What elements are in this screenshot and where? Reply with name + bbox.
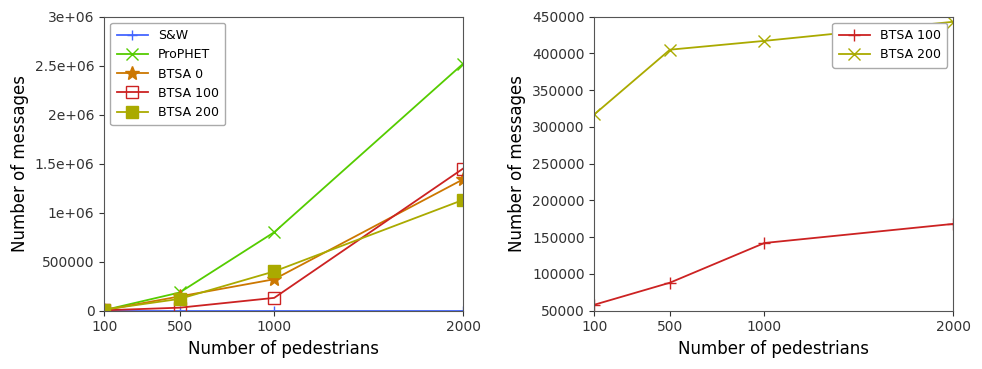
BTSA 100 xyxy=(664,280,676,285)
ProPHET xyxy=(458,61,469,66)
BTSA 100 xyxy=(98,308,110,313)
ProPHET xyxy=(268,230,280,234)
BTSA 0 xyxy=(268,277,280,282)
BTSA 100 xyxy=(588,303,600,307)
Line: BTSA 0: BTSA 0 xyxy=(97,172,470,317)
Line: BTSA 100: BTSA 100 xyxy=(589,218,959,310)
Line: BTSA 200: BTSA 200 xyxy=(589,16,959,120)
Line: S&W: S&W xyxy=(99,306,468,315)
BTSA 200 xyxy=(948,20,959,24)
ProPHET xyxy=(98,308,110,312)
BTSA 100 xyxy=(758,241,770,245)
Y-axis label: Number of messages: Number of messages xyxy=(509,75,526,252)
S&W xyxy=(458,308,469,313)
Line: ProPHET: ProPHET xyxy=(98,58,468,315)
BTSA 200 xyxy=(98,307,110,312)
BTSA 200 xyxy=(588,112,600,117)
X-axis label: Number of pedestrians: Number of pedestrians xyxy=(679,340,869,358)
Line: BTSA 200: BTSA 200 xyxy=(98,194,468,315)
Line: BTSA 100: BTSA 100 xyxy=(98,163,468,316)
BTSA 200 xyxy=(174,297,186,301)
BTSA 100 xyxy=(948,222,959,226)
BTSA 0 xyxy=(458,177,469,182)
S&W xyxy=(174,308,186,313)
X-axis label: Number of pedestrians: Number of pedestrians xyxy=(189,340,379,358)
BTSA 200 xyxy=(458,198,469,202)
S&W xyxy=(98,308,110,313)
BTSA 200 xyxy=(268,269,280,274)
BTSA 200 xyxy=(758,39,770,43)
BTSA 0 xyxy=(98,308,110,312)
BTSA 200 xyxy=(664,48,676,52)
ProPHET xyxy=(174,290,186,295)
BTSA 100 xyxy=(174,306,186,310)
S&W xyxy=(268,308,280,313)
BTSA 100 xyxy=(458,166,469,171)
BTSA 0 xyxy=(174,294,186,299)
Legend: BTSA 100, BTSA 200: BTSA 100, BTSA 200 xyxy=(833,23,947,68)
Legend: S&W, ProPHET, BTSA 0, BTSA 100, BTSA 200: S&W, ProPHET, BTSA 0, BTSA 100, BTSA 200 xyxy=(110,23,225,125)
BTSA 100 xyxy=(268,296,280,300)
Y-axis label: Number of messages: Number of messages xyxy=(11,75,29,252)
